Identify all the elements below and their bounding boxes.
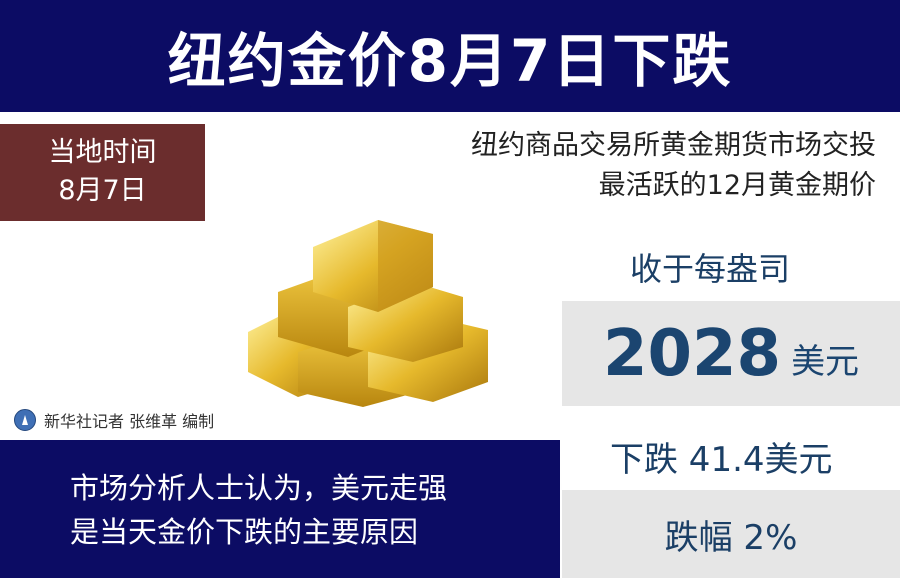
credit-line: 新华社记者 张维革 编制 xyxy=(14,408,214,432)
gold-bar xyxy=(248,220,488,407)
price-value: 2028 xyxy=(602,316,782,391)
header: 纽约金价8月7日下跌 xyxy=(0,0,900,112)
date-label: 当地时间 xyxy=(48,137,157,168)
analysis-line-1: 市场分析人士认为，美元走强 xyxy=(70,471,448,505)
percent-box: 跌幅 2% xyxy=(562,490,900,578)
description-line-2: 最活跃的12月黄金期价 xyxy=(598,170,876,201)
price-drop: 下跌 41.4美元 xyxy=(610,440,833,480)
credit-text: 新华社记者 张维革 编制 xyxy=(44,412,215,431)
percent-drop: 跌幅 2% xyxy=(664,517,798,558)
analysis-box: 市场分析人士认为，美元走强 是当天金价下跌的主要原因 xyxy=(0,440,560,578)
page-title: 纽约金价8月7日下跌 xyxy=(167,27,733,95)
description: 纽约商品交易所黄金期货市场交投 最活跃的12月黄金期价 xyxy=(471,126,876,206)
xinhua-logo-icon xyxy=(14,409,36,431)
price-unit: 美元 xyxy=(791,342,860,382)
price-box: 2028 美元 xyxy=(562,301,900,406)
gold-bars-image xyxy=(248,220,488,407)
analysis-line-2: 是当天金价下跌的主要原因 xyxy=(70,515,419,549)
date-value: 8月7日 xyxy=(58,175,147,206)
description-line-1: 纽约商品交易所黄金期货市场交投 xyxy=(471,130,876,161)
date-box: 当地时间 8月7日 xyxy=(0,124,205,221)
close-label: 收于每盎司 xyxy=(630,250,791,288)
